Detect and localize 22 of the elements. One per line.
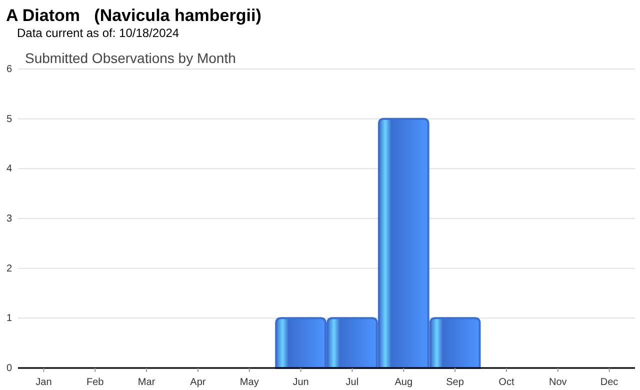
x-tick-label: Jun xyxy=(292,377,309,388)
chart-title: A Diatom (Navicula hambergii) xyxy=(6,6,262,25)
x-tick-label: Aug xyxy=(394,377,413,388)
text: Submitted Observations by Month xyxy=(25,50,236,66)
x-tick-label: Oct xyxy=(498,377,514,388)
y-tick-label: 0 xyxy=(6,363,12,374)
y-tick-label: 1 xyxy=(6,313,12,324)
x-tick-label: Mar xyxy=(138,377,156,388)
x-tick-label: Apr xyxy=(190,377,206,388)
y-tick-label: 3 xyxy=(6,214,12,224)
y-tick-label: 5 xyxy=(6,114,12,125)
chart-subtitle: Data current as of: 10/18/2024 xyxy=(17,26,180,40)
x-tick-label: Feb xyxy=(86,377,104,388)
x-tick-label: Jan xyxy=(36,377,52,388)
y-tick-label: 4 xyxy=(6,164,12,175)
x-tick-label: Jul xyxy=(346,377,359,388)
y-tick-label: 2 xyxy=(6,263,12,274)
x-tick-label: May xyxy=(240,377,259,388)
x-tick-label: Sep xyxy=(446,377,464,388)
y-tick-label: 6 xyxy=(6,64,12,75)
x-tick-label: Nov xyxy=(548,377,567,388)
x-tick-label: Dec xyxy=(600,377,618,388)
